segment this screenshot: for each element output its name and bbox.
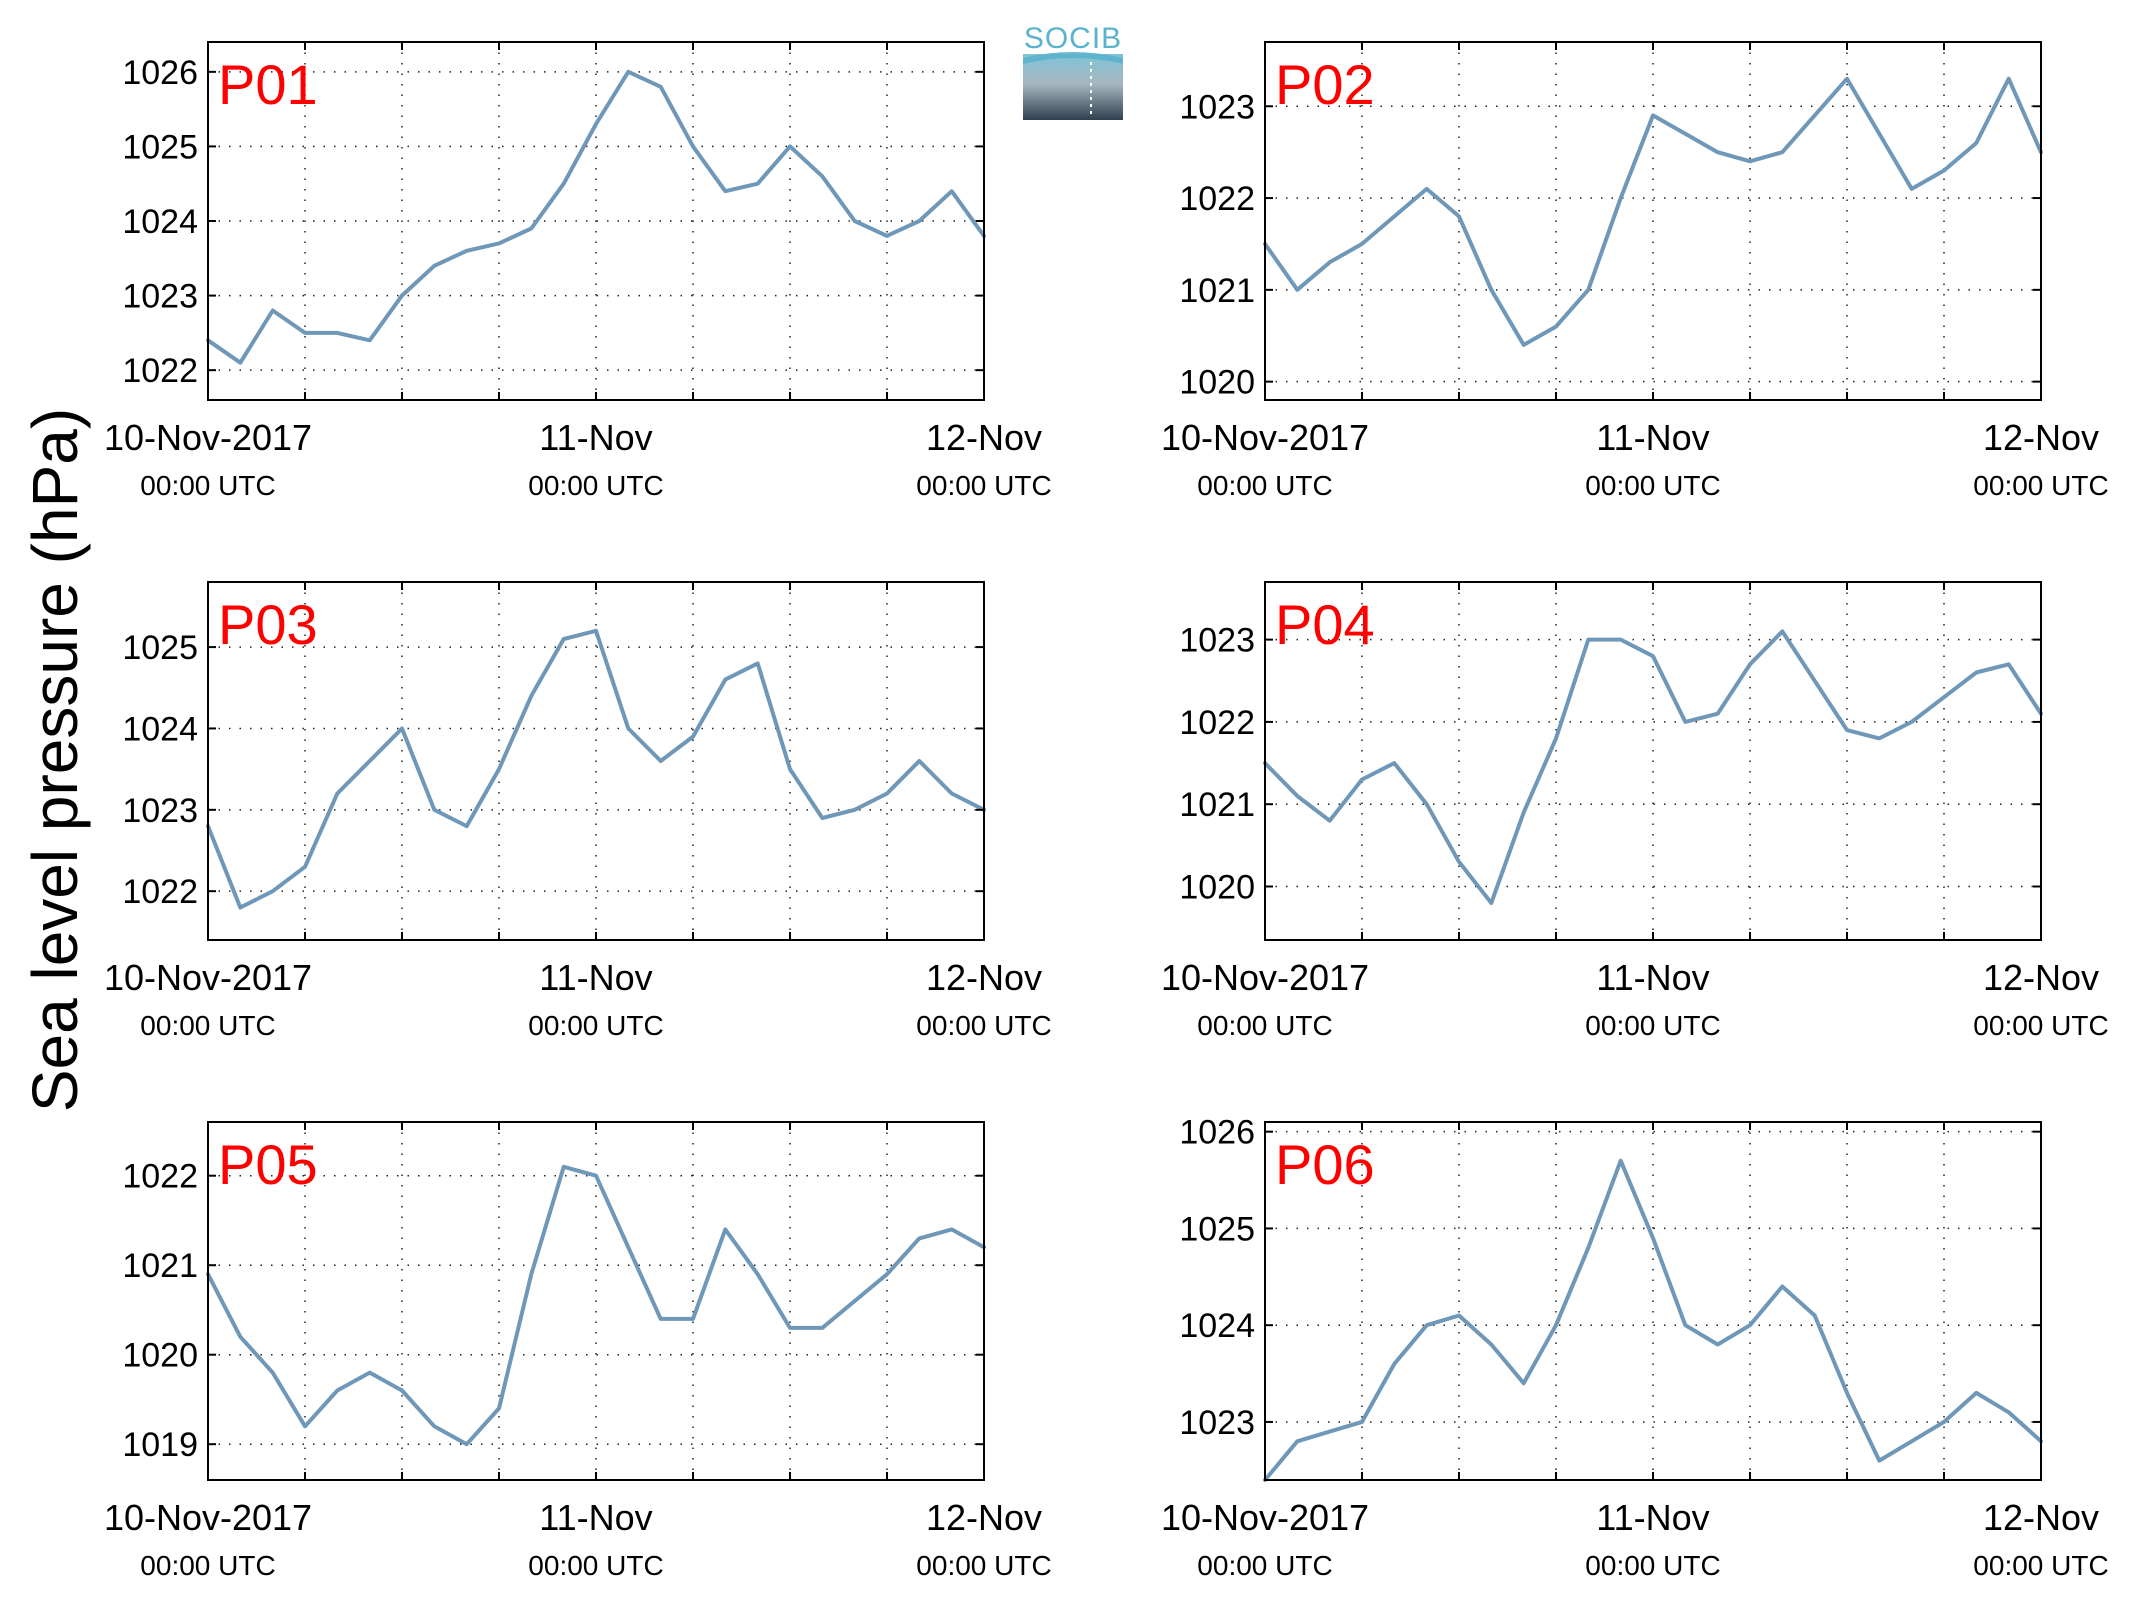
x-tick-label: 11-Nov: [539, 417, 652, 458]
logo-gradient-block: [1023, 54, 1123, 120]
y-tick-label: 1021: [1179, 786, 1255, 824]
y-tick-label: 1026: [1179, 1114, 1255, 1152]
x-tick-label: 12-Nov: [926, 957, 1042, 998]
x-tick-label: 10-Nov-2017: [104, 1497, 312, 1538]
series-line: [206, 1164, 986, 1447]
chart-panel-p05: 1019 1020 1021 1022 10-Nov-2017 00:00 UTC 11-N…: [104, 1121, 1052, 1581]
y-tick-label: 1025: [1179, 1210, 1255, 1248]
x-tick-sublabel: 00:00 UTC: [1973, 470, 2108, 501]
x-tick-sublabel: 00:00 UTC: [1973, 1010, 2108, 1041]
y-tick-label: 1022: [122, 352, 198, 390]
y-tick-label: 1022: [1179, 180, 1255, 218]
y-tick-label: 1024: [122, 710, 198, 748]
series-line: [1263, 629, 2043, 905]
x-tick-sublabel: 00:00 UTC: [1585, 470, 1720, 501]
panel-label: P03: [218, 593, 318, 656]
x-tick-sublabel: 00:00 UTC: [1197, 1010, 1332, 1041]
chart-panel-p01: 1022 1023 1024 1025 1026 10-Nov-2017 00:00 UTC…: [104, 41, 1052, 501]
panel-label: P02: [1275, 53, 1375, 116]
y-tick-label: 1025: [122, 629, 198, 667]
x-tick-label: 10-Nov-2017: [1161, 957, 1369, 998]
panel-label: P01: [218, 53, 318, 116]
x-tick-sublabel: 00:00 UTC: [916, 1010, 1051, 1041]
x-tick-label: 10-Nov-2017: [1161, 1497, 1369, 1538]
x-tick-sublabel: 00:00 UTC: [916, 1550, 1051, 1581]
chart-panel-p02: 1020 1021 1022 1023 10-Nov-2017 00:00 UTC 11-N…: [1161, 41, 2109, 501]
x-tick-label: 11-Nov: [539, 1497, 652, 1538]
y-tick-label: 1021: [122, 1247, 198, 1285]
x-tick-label: 11-Nov: [1596, 417, 1709, 458]
socib-logo: SOCIB: [1023, 22, 1123, 120]
series-line: [206, 69, 986, 365]
y-tick-label: 1021: [1179, 272, 1255, 310]
x-tick-label: 11-Nov: [1596, 1497, 1709, 1538]
x-tick-sublabel: 00:00 UTC: [140, 1550, 275, 1581]
x-tick-label: 12-Nov: [1983, 1497, 2099, 1538]
series-line: [1263, 1158, 2043, 1482]
x-tick-label: 11-Nov: [1596, 957, 1709, 998]
y-tick-label: 1022: [122, 873, 198, 911]
y-tick-label: 1020: [1179, 364, 1255, 402]
x-tick-sublabel: 00:00 UTC: [528, 470, 663, 501]
x-tick-label: 12-Nov: [1983, 417, 2099, 458]
y-tick-label: 1026: [122, 54, 198, 92]
x-tick-sublabel: 00:00 UTC: [1197, 470, 1332, 501]
panel-label: P06: [1275, 1133, 1375, 1196]
y-tick-label: 1020: [122, 1337, 198, 1375]
panel-label: P04: [1275, 593, 1375, 656]
x-tick-sublabel: 00:00 UTC: [140, 470, 275, 501]
logo-text: SOCIB: [1024, 22, 1122, 55]
x-tick-sublabel: 00:00 UTC: [1585, 1010, 1720, 1041]
y-tick-label: 1025: [122, 128, 198, 166]
x-tick-label: 10-Nov-2017: [104, 957, 312, 998]
y-tick-label: 1024: [122, 203, 198, 241]
x-tick-label: 12-Nov: [926, 417, 1042, 458]
y-tick-label: 1023: [1179, 1404, 1255, 1442]
y-tick-label: 1023: [122, 792, 198, 830]
x-tick-sublabel: 00:00 UTC: [1585, 1550, 1720, 1581]
y-tick-label: 1023: [1179, 622, 1255, 660]
panel-label: P05: [218, 1133, 318, 1196]
y-tick-label: 1020: [1179, 869, 1255, 907]
y-tick-label: 1022: [1179, 704, 1255, 742]
chart-panel-p03: 1022 1023 1024 1025 10-Nov-2017 00:00 UTC 11-N…: [104, 581, 1052, 1041]
y-tick-label: 1019: [122, 1426, 198, 1464]
x-tick-sublabel: 00:00 UTC: [1197, 1550, 1332, 1581]
chart-panel-p04: 1020 1021 1022 1023 10-Nov-2017 00:00 UTC 11-N…: [1161, 581, 2109, 1041]
x-tick-label: 10-Nov-2017: [104, 417, 312, 458]
y-tick-label: 1022: [122, 1158, 198, 1196]
x-tick-sublabel: 00:00 UTC: [1973, 1550, 2108, 1581]
x-tick-sublabel: 00:00 UTC: [528, 1550, 663, 1581]
x-tick-sublabel: 00:00 UTC: [528, 1010, 663, 1041]
x-tick-label: 12-Nov: [926, 1497, 1042, 1538]
chart-panel-p06: 1023 1024 1025 1026 10-Nov-2017 00:00 UTC 11-N…: [1161, 1114, 2109, 1581]
x-tick-label: 11-Nov: [539, 957, 652, 998]
x-tick-sublabel: 00:00 UTC: [916, 470, 1051, 501]
y-tick-label: 1023: [1179, 88, 1255, 126]
x-tick-label: 10-Nov-2017: [1161, 417, 1369, 458]
y-tick-label: 1024: [1179, 1307, 1255, 1345]
y-tick-label: 1023: [122, 278, 198, 316]
x-tick-sublabel: 00:00 UTC: [140, 1010, 275, 1041]
x-tick-label: 12-Nov: [1983, 957, 2099, 998]
